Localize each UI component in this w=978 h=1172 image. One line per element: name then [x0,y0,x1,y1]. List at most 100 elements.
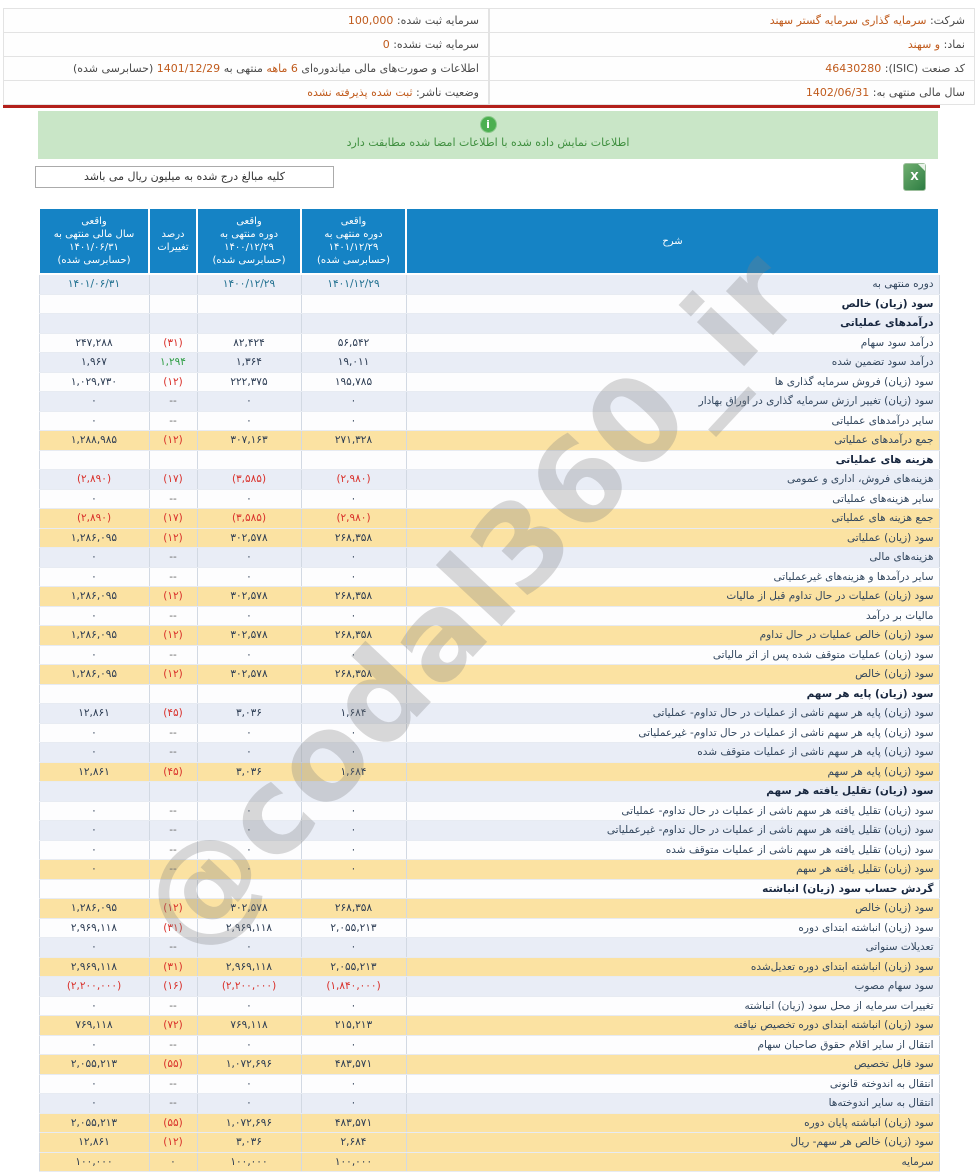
row-value: -- [148,996,197,1016]
row-value: ۱۴۰۱/۱۲/۲۹ [300,274,406,295]
row-value: -- [148,859,197,880]
table-row: سود (زیان) پایه هر سهم ناشی از عملیات مت… [38,742,939,763]
row-value: ۰ [38,567,149,587]
row-label: تعدیلات سنواتی [405,937,939,958]
table-row: مالیات بر درآمد ۰ ۰ -- ۰ [38,606,939,626]
row-value: ۲,۰۵۵,۲۱۳ [38,1113,149,1133]
table-row: انتقال به سایر اندوخته‌ها ۰ ۰ -- ۰ [38,1093,939,1114]
row-value: -- [148,606,197,626]
row-value: ۰ [300,801,406,821]
row-label: مالیات بر درآمد [405,606,939,626]
statement-table-body: دوره منتهی به ۱۴۰۱/۱۲/۲۹ ۱۴۰۰/۱۲/۲۹ ۱۴۰۱/۰۶… [38,274,939,1172]
field-label: سرمایه ثبت شده: [396,14,479,27]
row-value [196,879,301,899]
row-value [148,781,197,802]
row-value: (۲,۲۰۰,۰۰۰) [38,976,149,997]
row-value: ۱۲,۸۶۱ [38,762,149,782]
row-value [148,294,197,314]
row-label: سود (زیان) پایه هر سهم [405,684,939,704]
row-value: -- [148,1035,197,1055]
row-label: درآمدهای عملیاتی [405,313,939,334]
column-header-fiscal-year: واقعی سال مالی منتهی به ۱۴۰۱/۰۶/۳۱ (حساب… [38,207,150,275]
row-label: سود (زیان) عملیاتی [405,528,939,548]
row-value: ۲,۹۶۹,۱۱۸ [196,918,301,938]
row-value [300,879,406,899]
row-value: ۷۶۹,۱۱۸ [38,1015,149,1036]
row-value: ۰ [38,391,149,412]
row-value: (۱,۸۴۰,۰۰۰) [300,976,406,997]
row-value: -- [148,411,197,431]
row-value: ۰ [300,1035,406,1055]
row-value: ۸۲,۴۲۴ [196,333,301,353]
row-label: سود (زیان) انباشته ابتدای دوره تخصیص نیا… [405,1015,939,1036]
row-value: (۵۵) [148,1113,197,1133]
table-row: درآمدهای عملیاتی [38,313,939,334]
table-row: سود (زیان) تقلیل یافته هر سهم ناشی از عم… [38,801,939,821]
row-label: سود (زیان) خالص عملیات در حال تداوم [405,625,939,646]
row-value: (۲,۸۹۰) [38,508,149,529]
row-value [38,879,149,899]
row-value: ۳۰۲,۵۷۸ [196,898,301,919]
field-value: 1401/12/29 [156,62,221,75]
row-value: ۲,۶۸۴ [300,1132,406,1153]
table-row: سود (زیان) انباشته ابتدای دوره ۲,۰۵۵,۲۱۳ ۲… [38,918,939,938]
ticker-symbol-field: نماد: و سهند [489,32,975,56]
row-value: ۰ [196,801,301,821]
row-label: سود (زیان) انباشته ابتدای دوره تعدیل‌شده [405,957,939,977]
table-row: سود قابل تخصیص ۴۸۳,۵۷۱ ۱,۰۷۲,۶۹۶ (۵۵) ۲,۰۵۵,… [38,1054,939,1075]
row-value: ۳,۰۳۶ [196,1132,301,1153]
row-value: ۱,۳۶۴ [196,352,301,373]
banner-text: اطلاعات نمایش داده شده با اطلاعات امضا ش… [346,136,630,149]
field-value: 1402/06/31 [805,86,870,99]
row-value: (۱۲) [148,430,197,451]
table-header-row: شرح واقعی دوره منتهی به ۱۴۰۱/۱۲/۲۹ (حساب… [38,207,940,275]
row-value: ۳۰۷,۱۶۳ [196,430,301,451]
row-value: (۱۲) [148,1132,197,1153]
row-label: سود (زیان) پایه هر سهم ناشی از عملیات مت… [405,742,939,763]
row-label: سود (زیان) عملیات متوقف شده پس از اثر ما… [405,645,939,665]
table-row: سود (زیان) پایه هر سهم [38,684,939,704]
table-row: دوره منتهی به ۱۴۰۱/۱۲/۲۹ ۱۴۰۰/۱۲/۲۹ ۱۴۰۱/۰۶… [38,274,939,295]
field-label: کد صنعت (ISIC): [884,62,965,75]
row-value [148,313,197,334]
row-label: سود (زیان) تقلیل یافته هر سهم [405,781,939,802]
row-value: ۲,۹۶۹,۱۱۸ [38,957,149,977]
row-value: -- [148,801,197,821]
row-value: ۰ [300,937,406,958]
row-value: (۱۲) [148,586,197,607]
row-value: ۰ [38,606,149,626]
row-label: سود (زیان) تقلیل یافته هر سهم ناشی از عم… [405,820,939,841]
row-value: (۱۲) [148,625,197,646]
table-row: سود (زیان) خالص [38,294,939,314]
row-value [148,274,197,295]
column-header-current-period: واقعی دوره منتهی به ۱۴۰۱/۱۲/۲۹ (حسابرسی … [300,207,407,275]
row-value: ۳۰۲,۵۷۸ [196,528,301,548]
row-value: ۰ [196,742,301,763]
row-value: ۰ [196,723,301,743]
row-value: ۴۸۳,۵۷۱ [300,1054,406,1075]
row-value: (۳,۵۸۵) [196,508,301,529]
row-value: (۱۲) [148,898,197,919]
row-label: هزینه‌های مالی [405,547,939,568]
table-row: جمع هزینه های عملیاتی (۲,۹۸۰) (۳,۵۸۵) (۱۷)(… [38,508,939,529]
table-row: سود (زیان) پایه هر سهم ۱,۶۸۴ ۳,۰۳۶ (۴۵) ۱۲,۸… [38,762,939,782]
table-row: سود (زیان) خالص هر سهم- ریال ۲,۶۸۴ ۳,۰۳۶ (۱… [38,1132,939,1153]
row-value: ۱۴۰۱/۰۶/۳۱ [38,274,149,295]
row-label: سود (زیان) خالص [405,664,939,685]
row-value: ۰ [300,859,406,880]
row-value [38,781,149,802]
row-label: سود (زیان) تقلیل یافته هر سهم ناشی از عم… [405,801,939,821]
row-label: سود (زیان) عملیات در حال تداوم قبل از ما… [405,586,939,607]
table-row: سود (زیان) انباشته پایان دوره ۴۸۳,۵۷۱ ۱,۰۷… [38,1113,939,1133]
field-value: سرمایه گذاری سرمایه گستر سهند [769,14,927,27]
row-value: -- [148,489,197,509]
row-value: (۵۵) [148,1054,197,1075]
excel-export-icon[interactable]: X [903,163,926,191]
row-value: ۰ [148,1152,197,1172]
row-value: ۰ [196,567,301,587]
row-value: ۰ [38,801,149,821]
table-row: انتقال به اندوخته قانونی ۰ ۰ -- ۰ [38,1074,939,1094]
table-row: سود (زیان) تقلیل یافته هر سهم ۰ ۰ -- ۰ [38,859,939,880]
field-label: سرمایه ثبت نشده: [393,38,479,51]
table-row: سایر هزینه‌های عملیاتی ۰ ۰ -- ۰ [38,489,939,509]
